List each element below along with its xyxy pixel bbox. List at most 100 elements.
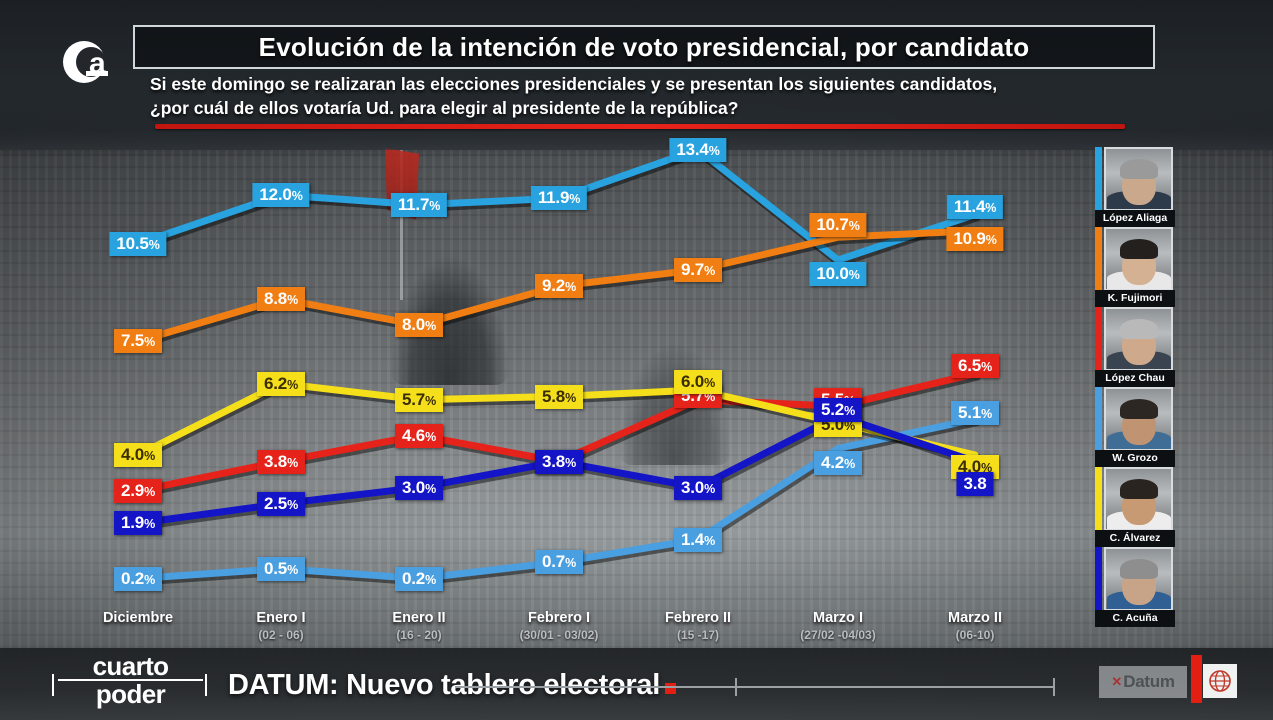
data-label-C. Acuña-Diciembre: 1.9% [114, 511, 162, 536]
data-label-López Aliaga-Marzo II: 11.4% [946, 194, 1004, 219]
data-label-López Aliaga-Diciembre: 10.5% [109, 231, 167, 256]
x-axis-month-label: Febrero II [664, 610, 732, 626]
x-axis-date-range: (27/02 -04/03) [800, 628, 876, 642]
data-label-W. Grozo-Enero II: 0.2% [395, 566, 443, 591]
survey-question-line2: ¿por cuál de ellos votaría Ud. para eleg… [150, 98, 739, 118]
cuarto-poder-divider [58, 679, 203, 681]
cuarto-poder-line2: poder [95, 679, 166, 709]
data-label-W. Grozo-Enero I: 0.5% [257, 556, 305, 581]
progress-tick-2 [1053, 678, 1055, 696]
photo-hair [1119, 399, 1158, 419]
globe-icon [1203, 664, 1237, 698]
data-label-W. Grozo-Diciembre: 0.2% [114, 566, 162, 591]
data-label-C. Acuña-Enero I: 2.5% [257, 491, 305, 516]
candidate-name: C. Álvarez [1095, 530, 1175, 547]
data-label-López Chau-Marzo II: 6.5% [951, 353, 999, 378]
datum-logo: ✕ Datum [1099, 666, 1187, 698]
data-label-K. Fujimori-Marzo I: 10.7% [809, 213, 867, 238]
x-axis-date-range: (02 - 06) [258, 628, 304, 642]
data-label-C. Álvarez-Enero II: 5.7% [395, 387, 443, 412]
candidate-photo [1104, 467, 1173, 531]
x-axis-date-range: (16 - 20) [396, 628, 442, 642]
candidate-color-bar [1095, 147, 1102, 211]
candidate-card-C. Álvarez[interactable]: C. Álvarez [1095, 467, 1175, 547]
candidate-name: W. Grozo [1095, 450, 1175, 467]
flagpole [400, 150, 403, 300]
data-label-W. Grozo-Febrero II: 1.4% [674, 527, 722, 552]
candidate-color-bar [1095, 547, 1102, 611]
candidate-card-López Chau[interactable]: López Chau [1095, 307, 1175, 387]
candidate-color-bar [1095, 467, 1102, 531]
red-divider-rule [155, 124, 1125, 129]
candidate-color-bar [1095, 387, 1102, 451]
data-label-C. Álvarez-Enero I: 6.2% [257, 371, 305, 396]
logo-tick-right [205, 674, 207, 696]
x-axis-date-range: (15 -17) [676, 628, 720, 642]
data-label-C. Acuña-Febrero II: 3.0% [674, 475, 722, 500]
candidate-card-López Aliaga[interactable]: López Aliaga [1095, 147, 1175, 227]
data-label-W. Grozo-Febrero I: 0.7% [535, 550, 583, 575]
cuarto-poder-line1: cuarto [92, 651, 169, 681]
cuarto-poder-logo: cuarto poder [58, 651, 203, 709]
data-label-C. Álvarez-Febrero I: 5.8% [535, 384, 583, 409]
data-label-López Aliaga-Febrero I: 11.9% [530, 186, 588, 211]
banner-headline: DATUM: Nuevo tablero electoral [228, 669, 676, 702]
candidate-photo [1104, 387, 1173, 451]
x-axis-tick-Febrero II: Febrero II (15 -17) [665, 610, 731, 642]
x-axis-month-label: Marzo I [813, 610, 863, 626]
progress-rule [455, 678, 1055, 696]
data-label-K. Fujimori-Enero I: 8.8% [257, 287, 305, 311]
red-accent-bar [1191, 655, 1202, 703]
data-label-C. Álvarez-Diciembre: 4.0% [114, 443, 162, 467]
candidate-card-C. Acuña[interactable]: C. Acuña [1095, 547, 1175, 627]
data-label-López Aliaga-Febrero II: 13.4% [669, 137, 727, 162]
candidate-name: K. Fujimori [1095, 290, 1175, 307]
survey-question: Si este domingo se realizaran las elecci… [150, 72, 1160, 120]
data-label-López Chau-Enero I: 3.8% [257, 449, 305, 474]
data-label-C. Acuña-Marzo I: 5.2% [814, 398, 862, 422]
data-label-K. Fujimori-Marzo II: 10.9% [946, 226, 1004, 251]
data-label-K. Fujimori-Febrero II: 9.7% [674, 257, 722, 282]
data-label-C. Acuña-Enero II: 3.0% [395, 475, 443, 500]
candidate-name: López Chau [1095, 370, 1175, 387]
headline-period-square [664, 683, 676, 694]
candidate-photo [1104, 227, 1173, 291]
data-label-K. Fujimori-Enero II: 8.0% [395, 313, 443, 337]
candidate-card-K. Fujimori[interactable]: K. Fujimori [1095, 227, 1175, 307]
candidate-card-W. Grozo[interactable]: W. Grozo [1095, 387, 1175, 467]
datum-logo-text: Datum [1123, 672, 1175, 691]
data-label-C. Acuña-Marzo II: 3.8 [956, 471, 994, 496]
data-label-W. Grozo-Marzo II: 5.1% [951, 401, 999, 426]
data-label-K. Fujimori-Diciembre: 7.5% [114, 329, 162, 354]
header: a Evolución de la intención de voto pres… [0, 0, 1273, 140]
x-axis-tick-Enero II: Enero II (16 - 20) [392, 610, 445, 642]
x-axis-month-label: Febrero I [527, 610, 591, 626]
x-axis-tick-Febrero I: Febrero I (30/01 - 03/02) [520, 610, 599, 642]
candidate-photo [1104, 547, 1173, 611]
candidate-photo [1104, 147, 1173, 211]
candidate-name: C. Acuña [1095, 610, 1175, 627]
x-axis-date-range: (30/01 - 03/02) [519, 628, 599, 642]
photo-hair [1119, 239, 1158, 259]
page-title: Evolución de la intención de voto presid… [258, 31, 1030, 62]
candidate-name: López Aliaga [1095, 210, 1175, 227]
x-axis-month-label: Enero I [256, 610, 306, 626]
x-axis-tick-Marzo I: Marzo I (27/02 -04/03) [800, 610, 875, 642]
progress-tick-1 [735, 678, 737, 696]
candidate-color-bar [1095, 307, 1102, 371]
datum-logo-mark: ✕ [1111, 674, 1123, 689]
broadcast-banner: cuarto poder DATUM: Nuevo tablero electo… [0, 648, 1273, 720]
x-axis-date-range: (06-10) [955, 628, 995, 642]
data-label-C. Acuña-Febrero I: 3.8% [535, 449, 583, 474]
data-label-López Aliaga-Enero II: 11.7% [390, 192, 448, 217]
data-label-López Aliaga-Marzo I: 10.0% [809, 262, 867, 286]
photo-hair [1119, 159, 1158, 179]
candidate-legend-panel: López Aliaga K. Fujimori López Chau W. Groz… [1095, 147, 1175, 627]
data-label-López Chau-Enero II: 4.6% [395, 423, 443, 448]
x-axis-tick-Enero I: Enero I (02 - 06) [256, 610, 305, 642]
data-label-C. Álvarez-Febrero II: 6.0% [674, 370, 722, 394]
photo-hair [1119, 479, 1158, 499]
candidate-color-bar [1095, 227, 1102, 291]
